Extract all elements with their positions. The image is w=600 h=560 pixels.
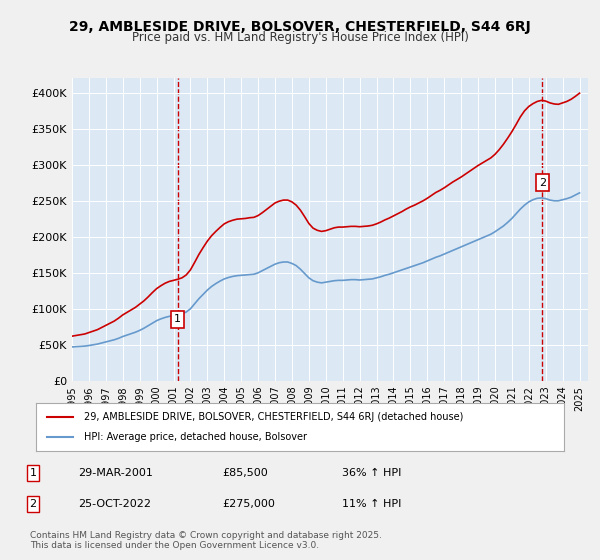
Text: 25-OCT-2022: 25-OCT-2022 xyxy=(78,499,151,509)
Text: 11% ↑ HPI: 11% ↑ HPI xyxy=(342,499,401,509)
Text: 2: 2 xyxy=(29,499,37,509)
Text: 29-MAR-2001: 29-MAR-2001 xyxy=(78,468,153,478)
Text: £85,500: £85,500 xyxy=(222,468,268,478)
Text: 1: 1 xyxy=(174,314,181,324)
Text: £275,000: £275,000 xyxy=(222,499,275,509)
Text: 36% ↑ HPI: 36% ↑ HPI xyxy=(342,468,401,478)
Text: 29, AMBLESIDE DRIVE, BOLSOVER, CHESTERFIELD, S44 6RJ: 29, AMBLESIDE DRIVE, BOLSOVER, CHESTERFI… xyxy=(69,20,531,34)
Text: Contains HM Land Registry data © Crown copyright and database right 2025.
This d: Contains HM Land Registry data © Crown c… xyxy=(30,530,382,550)
Text: 29, AMBLESIDE DRIVE, BOLSOVER, CHESTERFIELD, S44 6RJ (detached house): 29, AMBLESIDE DRIVE, BOLSOVER, CHESTERFI… xyxy=(83,412,463,422)
Text: HPI: Average price, detached house, Bolsover: HPI: Average price, detached house, Bols… xyxy=(83,432,307,442)
Text: 2: 2 xyxy=(539,178,546,188)
Text: 1: 1 xyxy=(29,468,37,478)
Text: Price paid vs. HM Land Registry's House Price Index (HPI): Price paid vs. HM Land Registry's House … xyxy=(131,31,469,44)
